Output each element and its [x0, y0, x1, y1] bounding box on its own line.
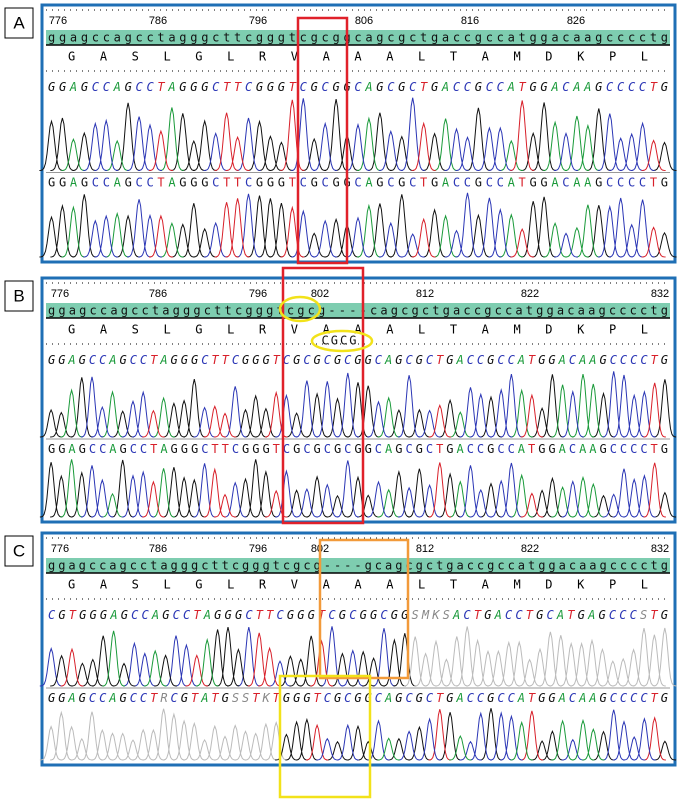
highlight-box: [281, 266, 365, 525]
position-number: 776: [49, 15, 67, 27]
position-number: 786: [149, 543, 167, 555]
protein-sequence: G A S L G L R V A A A L T A M D K P L: [68, 50, 648, 64]
position-number: 796: [249, 15, 267, 27]
chromatogram-trace: [39, 626, 396, 687]
reference-sequence: ggagccagcctagggcttcgggtcgcggcagcgctgaccg…: [48, 31, 668, 45]
highlight-ellipse: [278, 295, 322, 323]
chromatogram-trace: [39, 99, 677, 171]
chromatogram-trace: [83, 192, 655, 258]
chromatogram-trace: [39, 374, 677, 438]
highlight-ellipse: [310, 329, 374, 353]
position-number: 832: [651, 288, 669, 300]
position-number: 816: [461, 15, 479, 27]
chromatogram-trace: [80, 460, 656, 518]
protein-sequence: G A S L G L R V A A A L T A M D K P L: [68, 578, 648, 592]
protein-sequence: G A S L G L R V A A A L T A M D K P L: [68, 323, 648, 337]
position-number: 776: [51, 288, 69, 300]
highlight-box: [318, 538, 410, 680]
panel-label: B: [13, 286, 24, 305]
panel-frame: [40, 531, 677, 767]
highlight-box: [296, 16, 349, 265]
chromatogram-trace: [102, 630, 219, 687]
position-number: 786: [149, 15, 167, 27]
chromatogram-trace: [60, 459, 605, 518]
chromatogram-trace: [142, 462, 666, 518]
position-number: 796: [249, 543, 267, 555]
chromatogram-trace: [39, 459, 677, 518]
chromatogram-trace: [148, 198, 666, 258]
chromatogram-trace: [61, 107, 600, 171]
position-number: 812: [416, 288, 434, 300]
reference-bar: [46, 30, 670, 45]
chromatogram-trace: [39, 194, 677, 258]
chromatogram-trace: [316, 709, 656, 761]
chromatogram-trace: [377, 718, 605, 761]
position-number: 786: [149, 288, 167, 300]
chromatogram-trace: [60, 632, 334, 687]
chromatogram-trace: [142, 382, 666, 438]
panel-label-box: [4, 7, 34, 39]
chromatogram-trace: [61, 203, 600, 258]
chromatogram-trace: [80, 371, 656, 438]
position-number: 802: [311, 288, 329, 300]
chromatogram-trace: [50, 626, 417, 687]
highlight-box: [278, 674, 372, 799]
chromatogram-trace: [60, 373, 605, 438]
position-number: 822: [521, 543, 539, 555]
chromatogram-trace: [305, 709, 666, 761]
chromatogram-trace: [403, 626, 677, 687]
reference-bar: [46, 303, 670, 318]
position-number: 832: [651, 543, 669, 555]
position-number: 822: [521, 288, 539, 300]
position-number: 776: [51, 543, 69, 555]
chromatogram-trace: [83, 97, 655, 171]
insertion: CGCG: [322, 334, 359, 348]
reference-sequence: ggagccagcctagggcttcgggtcgcg----gcagcgctg…: [48, 559, 668, 573]
chromatogram-trace: [39, 708, 288, 761]
chromatogram-trace: [148, 99, 666, 171]
panel-frame: [40, 3, 677, 264]
position-number: 826: [567, 15, 585, 27]
position-number: 796: [249, 288, 267, 300]
panel-label: C: [13, 541, 25, 560]
reference-bar: [46, 558, 670, 573]
panel-label-box: [4, 280, 34, 312]
position-number: 812: [416, 543, 434, 555]
panel-label-box: [4, 535, 34, 567]
chromatogram-trace: [275, 708, 677, 761]
position-number: 806: [355, 15, 373, 27]
panel-label: A: [13, 13, 25, 32]
